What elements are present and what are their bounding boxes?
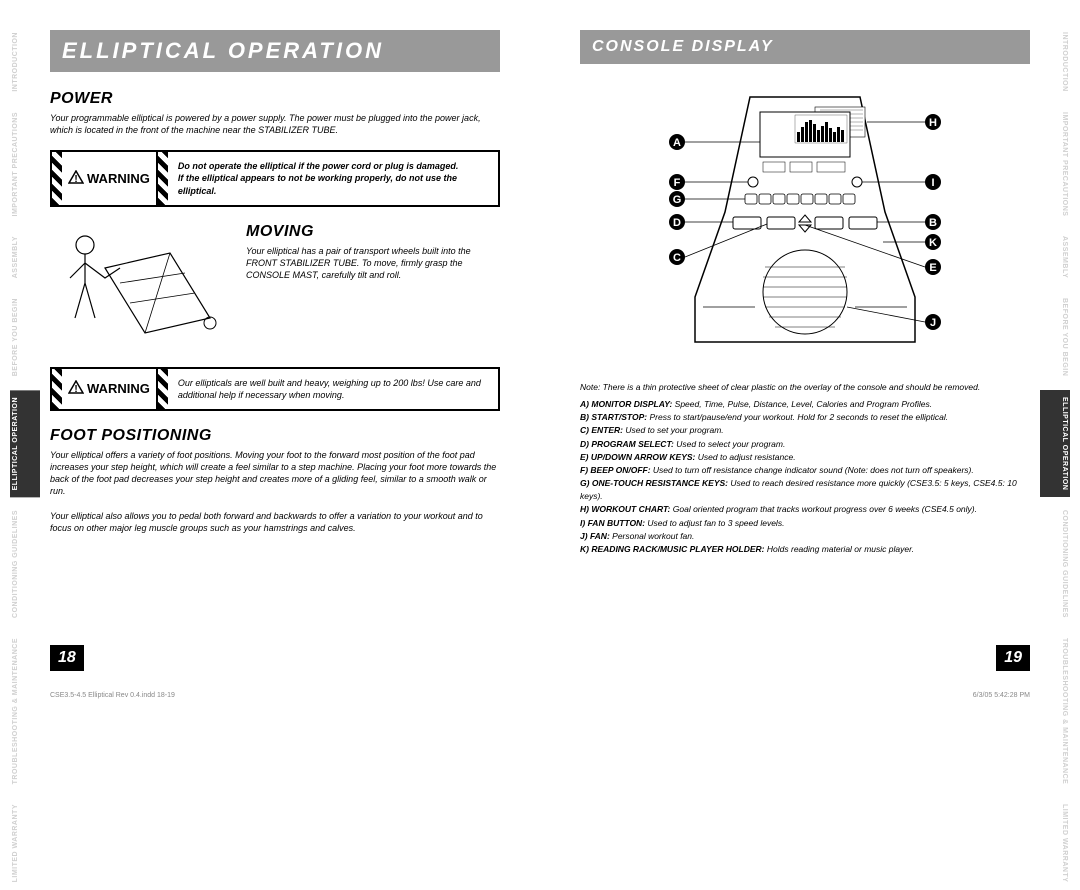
svg-text:C: C [673, 252, 681, 264]
svg-text:!: ! [74, 384, 77, 394]
legend-g: G) ONE-TOUCH RESISTANCE KEYS: Used to re… [580, 477, 1030, 503]
legend-list: A) MONITOR DISPLAY: Speed, Time, Pulse, … [580, 398, 1030, 556]
svg-text:B: B [929, 217, 937, 229]
svg-text:K: K [929, 237, 937, 249]
console-diagram: A F G D C H I B K E J [580, 82, 1030, 372]
foot-body-2: Your elliptical also allows you to pedal… [50, 510, 500, 534]
svg-text:I: I [931, 177, 934, 189]
svg-text:F: F [674, 177, 681, 189]
svg-text:H: H [929, 117, 937, 129]
foot-body-1: Your elliptical offers a variety of foot… [50, 449, 500, 498]
tab-troubleshooting: TROUBLESHOOTING & MAINTENANCE [10, 631, 40, 791]
page-spread: INTRODUCTION IMPORTANT PRECAUTIONS ASSEM… [0, 0, 1080, 711]
tab-elliptical-operation: ELLIPTICAL OPERATION [1040, 390, 1070, 497]
warning-box-1: ! WARNING Do not operate the elliptical … [50, 150, 500, 206]
moving-section: MOVING Your elliptical has a pair of tra… [50, 223, 500, 353]
footer-left: CSE3.5-4.5 Elliptical Rev 0.4.indd 18-19 [50, 692, 175, 699]
legend-b: B) START/STOP: Press to start/pause/end … [580, 411, 1030, 424]
legend-f: F) BEEP ON/OFF: Used to turn off resista… [580, 464, 1030, 477]
moving-illustration [50, 223, 230, 353]
warning-triangle-icon: ! [68, 170, 84, 187]
tab-assembly: ASSEMBLY [10, 229, 40, 285]
tab-precautions: IMPORTANT PRECAUTIONS [1040, 105, 1070, 223]
svg-text:A: A [673, 137, 681, 149]
warning-label-text-1: WARNING [87, 171, 150, 186]
tab-warranty: LIMITED WARRANTY [1040, 797, 1070, 889]
warning-triangle-icon: ! [68, 380, 84, 397]
power-body: Your programmable elliptical is powered … [50, 112, 500, 136]
tab-conditioning: CONDITIONING GUIDELINES [1040, 503, 1070, 625]
moving-body: Your elliptical has a pair of transport … [246, 245, 500, 281]
side-tabs-right: INTRODUCTION IMPORTANT PRECAUTIONS ASSEM… [1040, 25, 1070, 890]
title-bar-left: ELLIPTICAL OPERATION [50, 30, 500, 72]
tab-warranty: LIMITED WARRANTY [10, 797, 40, 889]
page-title-left: ELLIPTICAL OPERATION [62, 38, 488, 64]
tab-precautions: IMPORTANT PRECAUTIONS [10, 105, 40, 223]
console-note: Note: There is a thin protective sheet o… [580, 382, 1030, 392]
warning-1-line-2: If the elliptical appears to not be work… [178, 173, 457, 195]
legend-i: I) FAN BUTTON: Used to adjust fan to 3 s… [580, 517, 1030, 530]
warning-text-1: Do not operate the elliptical if the pow… [168, 152, 498, 204]
svg-text:G: G [673, 194, 682, 206]
footer-right: 6/3/05 5:42:28 PM [973, 692, 1030, 699]
warning-2-line-1: Our ellipticals are well built and heavy… [178, 378, 481, 400]
warning-label-text-2: WARNING [87, 381, 150, 396]
title-bar-right: CONSOLE DISPLAY [580, 30, 1030, 64]
warning-1-line-1: Do not operate the elliptical if the pow… [178, 161, 459, 171]
tab-assembly: ASSEMBLY [1040, 229, 1070, 285]
foot-heading: FOOT POSITIONING [50, 427, 500, 445]
warning-box-2: ! WARNING Our ellipticals are well built… [50, 367, 500, 411]
legend-d: D) PROGRAM SELECT: Used to select your p… [580, 438, 1030, 451]
svg-text:!: ! [74, 174, 77, 184]
legend-h: H) WORKOUT CHART: Goal oriented program … [580, 503, 1030, 516]
hazard-stripes [158, 369, 168, 409]
hazard-stripes [158, 152, 168, 204]
warning-label-2: ! WARNING [62, 369, 158, 409]
page-right: INTRODUCTION IMPORTANT PRECAUTIONS ASSEM… [540, 0, 1080, 711]
power-heading: POWER [50, 90, 500, 108]
page-number-right: 19 [996, 645, 1030, 671]
svg-text:D: D [673, 217, 681, 229]
legend-a: A) MONITOR DISPLAY: Speed, Time, Pulse, … [580, 398, 1030, 411]
warning-text-2: Our ellipticals are well built and heavy… [168, 369, 498, 409]
svg-text:J: J [930, 317, 936, 329]
legend-k: K) READING RACK/MUSIC PLAYER HOLDER: Hol… [580, 543, 1030, 556]
tab-introduction: INTRODUCTION [10, 25, 40, 99]
tab-before-begin: BEFORE YOU BEGIN [1040, 291, 1070, 383]
side-tabs-left: INTRODUCTION IMPORTANT PRECAUTIONS ASSEM… [10, 25, 40, 890]
legend-j: J) FAN: Personal workout fan. [580, 530, 1030, 543]
moving-heading: MOVING [246, 223, 500, 241]
tab-conditioning: CONDITIONING GUIDELINES [10, 503, 40, 625]
hazard-stripes [52, 369, 62, 409]
legend-c: C) ENTER: Used to set your program. [580, 424, 1030, 437]
tab-troubleshooting: TROUBLESHOOTING & MAINTENANCE [1040, 631, 1070, 791]
tab-before-begin: BEFORE YOU BEGIN [10, 291, 40, 383]
svg-text:E: E [929, 262, 936, 274]
hazard-stripes [52, 152, 62, 204]
page-number-left: 18 [50, 645, 84, 671]
tab-elliptical-operation: ELLIPTICAL OPERATION [10, 390, 40, 497]
page-title-right: CONSOLE DISPLAY [592, 38, 1018, 56]
tab-introduction: INTRODUCTION [1040, 25, 1070, 99]
warning-label-1: ! WARNING [62, 152, 158, 204]
page-left: INTRODUCTION IMPORTANT PRECAUTIONS ASSEM… [0, 0, 540, 711]
legend-e: E) UP/DOWN ARROW KEYS: Used to adjust re… [580, 451, 1030, 464]
